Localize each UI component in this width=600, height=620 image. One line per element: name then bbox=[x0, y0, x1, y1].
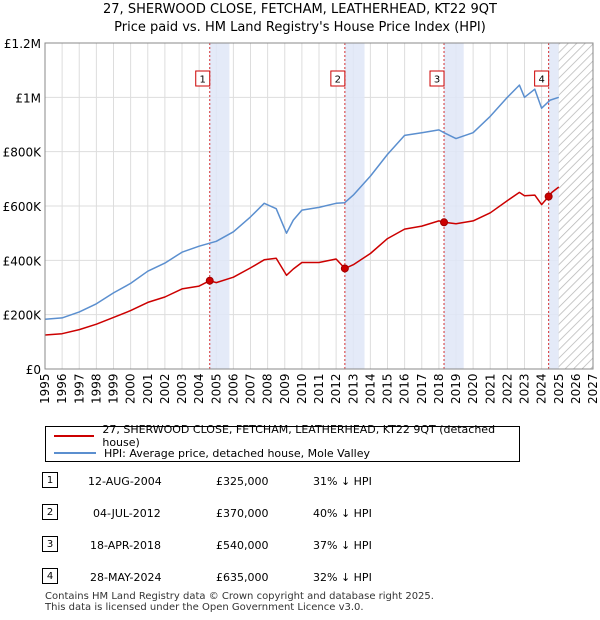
table-row: 3 18-APR-2018 £540,000 37% ↓ HPI bbox=[40, 536, 440, 554]
sale-hpi-diff: 40% ↓ HPI bbox=[313, 507, 372, 520]
chart-title-line2: Price paid vs. HM Land Registry's House … bbox=[114, 20, 486, 35]
chart-title: 27, SHERWOOD CLOSE, FETCHAM, LEATHERHEAD… bbox=[0, 1, 600, 37]
y-tick-label: £400K bbox=[3, 254, 43, 268]
sale-marker-box bbox=[330, 70, 346, 87]
legend: 27, SHERWOOD CLOSE, FETCHAM, LEATHERHEAD… bbox=[45, 423, 520, 462]
sale-price: £540,000 bbox=[216, 539, 269, 552]
sale-marker-box bbox=[429, 70, 445, 87]
sale-number-badge: 3 bbox=[42, 536, 58, 552]
sale-hpi-diff: 37% ↓ HPI bbox=[313, 539, 372, 552]
sale-date: 18-APR-2018 bbox=[90, 539, 162, 552]
x-tick-label: 2007 bbox=[244, 373, 258, 404]
sale-marker-label: 3 bbox=[434, 75, 440, 86]
sale-marker-box bbox=[534, 70, 550, 87]
sale-date: 28-MAY-2024 bbox=[90, 571, 162, 584]
x-tick-label: 1996 bbox=[55, 373, 69, 404]
x-tick-label: 2017 bbox=[415, 373, 429, 404]
sale-price: £325,000 bbox=[216, 475, 269, 488]
x-tick-label: 2001 bbox=[141, 373, 155, 404]
table-row: 2 04-JUL-2012 £370,000 40% ↓ HPI bbox=[40, 504, 440, 522]
legend-swatch-property bbox=[54, 435, 95, 437]
x-tick-label: 1999 bbox=[107, 373, 121, 404]
sale-price: £635,000 bbox=[216, 571, 269, 584]
x-tick-label: 2005 bbox=[209, 373, 223, 404]
property-price-line bbox=[44, 186, 560, 336]
y-tick-label: £1.2M bbox=[4, 37, 41, 51]
x-tick-label: 2018 bbox=[432, 373, 446, 404]
sale-period-shade bbox=[209, 43, 230, 369]
sale-period-shade bbox=[444, 43, 464, 369]
y-tick-label: £800K bbox=[3, 146, 43, 160]
sale-date: 04-JUL-2012 bbox=[93, 507, 161, 520]
x-tick-label: 2024 bbox=[535, 373, 549, 404]
sale-number-badge: 2 bbox=[42, 504, 58, 520]
sale-hpi-diff: 32% ↓ HPI bbox=[313, 571, 372, 584]
x-tick-label: 2004 bbox=[192, 373, 206, 404]
legend-label-property: 27, SHERWOOD CLOSE, FETCHAM, LEATHERHEAD… bbox=[102, 423, 496, 449]
hpi-line bbox=[44, 84, 560, 321]
sale-period-shade bbox=[548, 43, 559, 369]
sale-marker-box bbox=[195, 70, 211, 87]
x-tick-label: 2015 bbox=[381, 373, 395, 404]
x-tick-label: 2003 bbox=[175, 373, 189, 404]
x-tick-label: 2020 bbox=[466, 373, 480, 404]
x-tick-label: 2009 bbox=[278, 373, 292, 404]
sale-number-badge: 4 bbox=[42, 568, 58, 584]
footer-license: This data is licensed under the Open Gov… bbox=[45, 602, 364, 613]
y-tick-label: £200K bbox=[3, 309, 43, 323]
x-tick-label: 2025 bbox=[552, 373, 566, 404]
sale-period-shade bbox=[344, 43, 365, 369]
x-tick-label: 2013 bbox=[346, 373, 360, 404]
legend-item-property: 27, SHERWOOD CLOSE, FETCHAM, LEATHERHEAD… bbox=[54, 423, 519, 449]
table-row: 1 12-AUG-2004 £325,000 31% ↓ HPI bbox=[40, 472, 440, 490]
sale-marker-label: 1 bbox=[200, 75, 206, 86]
x-tick-label: 2006 bbox=[226, 373, 240, 404]
footer: Contains HM Land Registry data © Crown c… bbox=[45, 591, 434, 613]
x-tick-label: 2008 bbox=[261, 373, 275, 404]
sale-hpi-diff: 31% ↓ HPI bbox=[313, 475, 372, 488]
sale-date: 12-AUG-2004 bbox=[88, 475, 162, 488]
plot-frame bbox=[44, 42, 594, 370]
y-tick-label: £600K bbox=[3, 200, 43, 214]
chart-title-line1: 27, SHERWOOD CLOSE, FETCHAM, LEATHERHEAD… bbox=[103, 2, 497, 17]
x-tick-label: 2023 bbox=[518, 373, 532, 404]
legend-item-hpi: HPI: Average price, detached house, Mole… bbox=[54, 445, 370, 461]
x-tick-label: 2011 bbox=[312, 373, 326, 404]
x-tick-label: 1997 bbox=[72, 373, 86, 404]
sale-point bbox=[205, 276, 214, 285]
x-tick-label: 2000 bbox=[124, 373, 138, 404]
x-tick-label: 2019 bbox=[449, 373, 463, 404]
x-tick-label: 2027 bbox=[586, 373, 600, 404]
x-tick-label: 2021 bbox=[483, 373, 497, 404]
x-tick-label: 2012 bbox=[329, 373, 343, 404]
sale-marker-label: 2 bbox=[335, 75, 341, 86]
sale-point bbox=[340, 264, 349, 273]
x-tick-label: 2016 bbox=[398, 373, 412, 404]
y-tick-label: £1M bbox=[15, 91, 41, 105]
sale-number-badge: 1 bbox=[42, 472, 58, 488]
sale-price: £370,000 bbox=[216, 507, 269, 520]
x-tick-label: 2010 bbox=[295, 373, 309, 404]
sale-point bbox=[440, 218, 449, 227]
footer-copyright: Contains HM Land Registry data © Crown c… bbox=[45, 591, 434, 602]
y-tick-label: £0 bbox=[26, 363, 41, 377]
sale-marker-label: 4 bbox=[538, 75, 544, 86]
sale-point bbox=[544, 192, 553, 201]
x-tick-label: 2002 bbox=[158, 373, 172, 404]
forecast-hatch bbox=[558, 43, 593, 369]
x-tick-label: 1998 bbox=[89, 373, 103, 404]
x-tick-label: 2022 bbox=[500, 373, 514, 404]
legend-label-hpi: HPI: Average price, detached house, Mole… bbox=[104, 446, 370, 460]
x-tick-label: 1995 bbox=[38, 373, 52, 404]
legend-swatch-hpi bbox=[54, 452, 96, 454]
table-row: 4 28-MAY-2024 £635,000 32% ↓ HPI bbox=[40, 568, 440, 586]
x-tick-label: 2014 bbox=[363, 373, 377, 404]
x-tick-label: 2026 bbox=[569, 373, 583, 404]
